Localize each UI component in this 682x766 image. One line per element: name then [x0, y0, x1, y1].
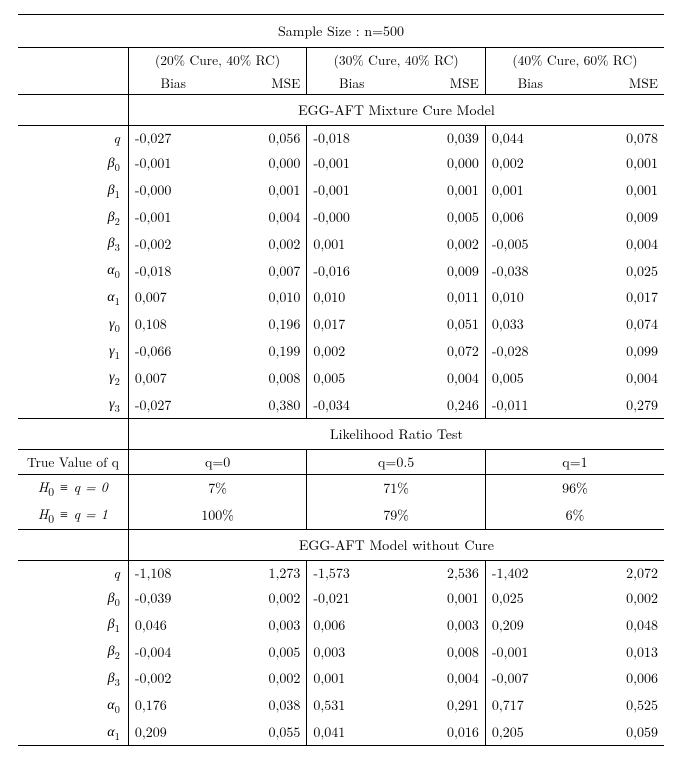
table-row: γ3 -0,0270,380 -0,0340,246 -0,0110,279 — [18, 391, 664, 418]
table-title: Sample Size : n=500 — [18, 15, 664, 48]
col-mse-3: MSE — [575, 71, 664, 95]
col-mse-1: MSE — [218, 71, 307, 95]
cell: 0,044 — [485, 126, 574, 151]
section-nocure-title: EGG-AFT Model without Cure — [128, 529, 664, 560]
table-row: β3 -0,0020,002 0,0010,004 -0,0070,006 — [18, 665, 664, 692]
table-row: β0 -0,0010,000 -0,0010,000 0,0020,001 — [18, 150, 664, 177]
table-row: β1 -0,0000,001 -0,0010,001 0,0010,001 — [18, 177, 664, 204]
cell: 0,056 — [218, 126, 307, 151]
table-row: β1 0,0460,003 0,0060,003 0,2090,048 — [18, 611, 664, 638]
cell: 0,039 — [396, 126, 485, 151]
table-row: q -0,027 0,056 -0,018 0,039 0,044 0,078 — [18, 126, 664, 151]
table-row: β2 -0,0010,004 -0,0000,005 0,0060,009 — [18, 204, 664, 231]
lrt-col-3: q=1 — [485, 449, 664, 474]
section-mixture-title: EGG-AFT Mixture Cure Model — [128, 95, 664, 126]
table-row: γ0 0,1080,196 0,0170,051 0,0330,074 — [18, 311, 664, 338]
scenario-1: (20% Cure, 40% RC) — [128, 48, 307, 72]
table-row: H0 ≡ q = 1 100% 79% 6% — [18, 502, 664, 529]
table-row: β0 -0,0390,002 -0,0210,001 0,0250,002 — [18, 585, 664, 612]
scenario-2: (30% Cure, 40% RC) — [307, 48, 486, 72]
table-row: β2 -0,0040,005 0,0030,008 -0,0010,013 — [18, 638, 664, 665]
scenario-3: (40% Cure, 60% RC) — [485, 48, 664, 72]
results-table: Sample Size : n=500 (20% Cure, 40% RC) (… — [18, 14, 664, 746]
table-row: H0 ≡ q = 0 7% 71% 96% — [18, 474, 664, 501]
table-row: α1 0,2090,055 0,0410,016 0,2050,059 — [18, 719, 664, 746]
col-bias-3: Bias — [485, 71, 574, 95]
table-row: α0 0,1760,038 0,5310,291 0,7170,525 — [18, 692, 664, 719]
col-mse-2: MSE — [396, 71, 485, 95]
table-row: q -1,1081,273 -1,5732,536 -1,4022,072 — [18, 560, 664, 585]
lrt-col-2: q=0.5 — [307, 449, 486, 474]
table-row: γ2 0,0070,008 0,0050,004 0,0050,004 — [18, 364, 664, 391]
lrt-header-label: True Value of q — [18, 449, 128, 474]
cell: -0,018 — [307, 126, 396, 151]
table-row: γ1 -0,0660,199 0,0020,072 -0,0280,099 — [18, 338, 664, 365]
cell: -0,027 — [128, 126, 217, 151]
cell: 0,078 — [575, 126, 664, 151]
col-bias-1: Bias — [128, 71, 217, 95]
table-row: α1 0,0070,010 0,0100,011 0,0100,017 — [18, 284, 664, 311]
col-bias-2: Bias — [307, 71, 396, 95]
lrt-col-1: q=0 — [128, 449, 307, 474]
table-row: β3 -0,0020,002 0,0010,002 -0,0050,004 — [18, 230, 664, 257]
section-lrt-title: Likelihood Ratio Test — [128, 418, 664, 449]
table-row: α0 -0,0180,007 -0,0160,009 -0,0380,025 — [18, 257, 664, 284]
